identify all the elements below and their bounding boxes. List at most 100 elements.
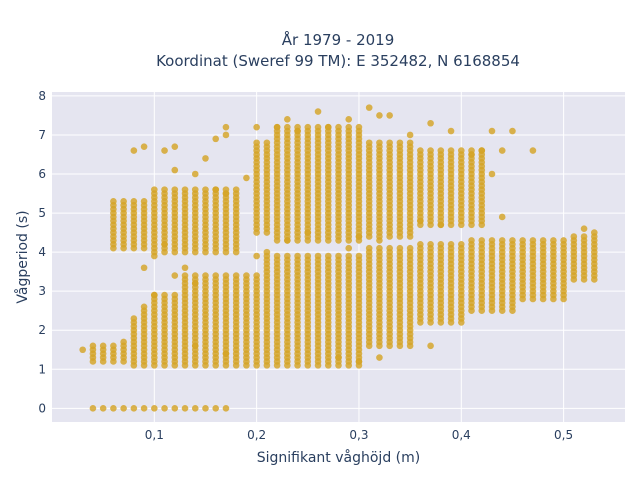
y-tick-label: 7 [38,128,46,142]
data-point [243,272,250,279]
data-point [110,405,117,412]
data-point [191,280,199,287]
data-point [498,213,506,221]
data-point [355,233,363,240]
data-point [181,264,189,272]
y-tick-label: 0 [38,401,46,415]
data-point [171,272,179,279]
data-point [140,264,148,272]
data-point [161,147,168,154]
data-point [498,147,506,154]
data-point [529,237,537,244]
data-point [580,225,588,232]
data-point [140,405,148,412]
y-tick-label: 6 [38,167,46,181]
data-point [191,170,199,178]
data-point [151,252,158,260]
data-point [294,127,301,135]
data-point [314,108,322,115]
x-tick-label: 0,2 [247,428,266,442]
data-point [263,139,271,147]
data-point [457,147,465,154]
data-point [386,112,393,119]
data-point [171,166,179,174]
data-point [365,244,373,252]
data-point [376,354,383,361]
data-point [212,272,220,279]
data-point [591,229,598,236]
data-point [406,139,414,147]
data-point [161,291,168,299]
data-point [191,186,199,193]
data-point [151,291,158,299]
data-point [376,112,383,119]
data-point [447,241,455,248]
data-point [130,147,138,154]
y-axis-title: Vågperiod (s) [14,210,31,303]
data-point [181,272,189,279]
data-point [376,237,383,244]
data-point [181,405,189,412]
data-point [140,198,148,205]
data-point [396,139,404,147]
data-point [437,241,445,248]
data-point [202,272,209,279]
data-point [191,342,199,350]
data-point [212,135,220,143]
data-point [447,147,455,154]
data-point [79,346,86,354]
data-point [457,241,465,248]
data-point [498,237,506,244]
data-point [468,151,475,158]
data-point [89,342,97,350]
data-points [79,104,598,412]
data-point [171,291,179,299]
data-point [171,405,179,412]
data-point [284,252,291,260]
data-point [355,252,363,260]
data-point [478,147,486,154]
data-point [212,405,220,412]
x-tick-label: 0,1 [145,428,164,442]
data-point [376,244,383,252]
data-point [355,123,363,131]
data-point [120,338,127,346]
data-point [253,272,260,279]
chart-title-line2: Koordinat (Sweref 99 TM): E 352482, N 61… [156,52,520,70]
data-point [161,405,168,412]
data-point [191,272,199,279]
y-tick-label: 5 [38,206,46,220]
data-point [314,123,322,131]
data-point [478,237,486,244]
data-point [99,405,107,412]
data-point [406,131,414,139]
data-point [488,170,496,178]
tick-labels: 0,1 0,2 0,3 0,4 0,5 0 1 2 3 4 5 6 7 8 [38,89,573,442]
data-point [140,303,148,311]
data-point [284,123,291,131]
data-point [519,237,526,244]
data-point [437,221,445,229]
x-tick-label: 0,4 [452,428,471,442]
data-point [345,123,353,131]
data-point [253,139,260,147]
data-point [509,127,516,135]
data-point [365,139,373,147]
data-point [284,116,291,123]
data-point [570,233,578,240]
data-point [324,252,332,260]
data-point [345,252,353,260]
data-point [110,342,117,350]
data-point [151,405,158,412]
data-point [335,354,342,361]
data-point [550,237,557,244]
data-point [365,104,373,111]
data-point [212,186,220,193]
data-point [294,252,301,260]
y-tick-label: 1 [38,362,46,376]
data-point [386,244,393,252]
data-point [304,229,312,236]
data-point [509,237,516,244]
data-point [140,143,148,150]
data-point [232,186,240,193]
